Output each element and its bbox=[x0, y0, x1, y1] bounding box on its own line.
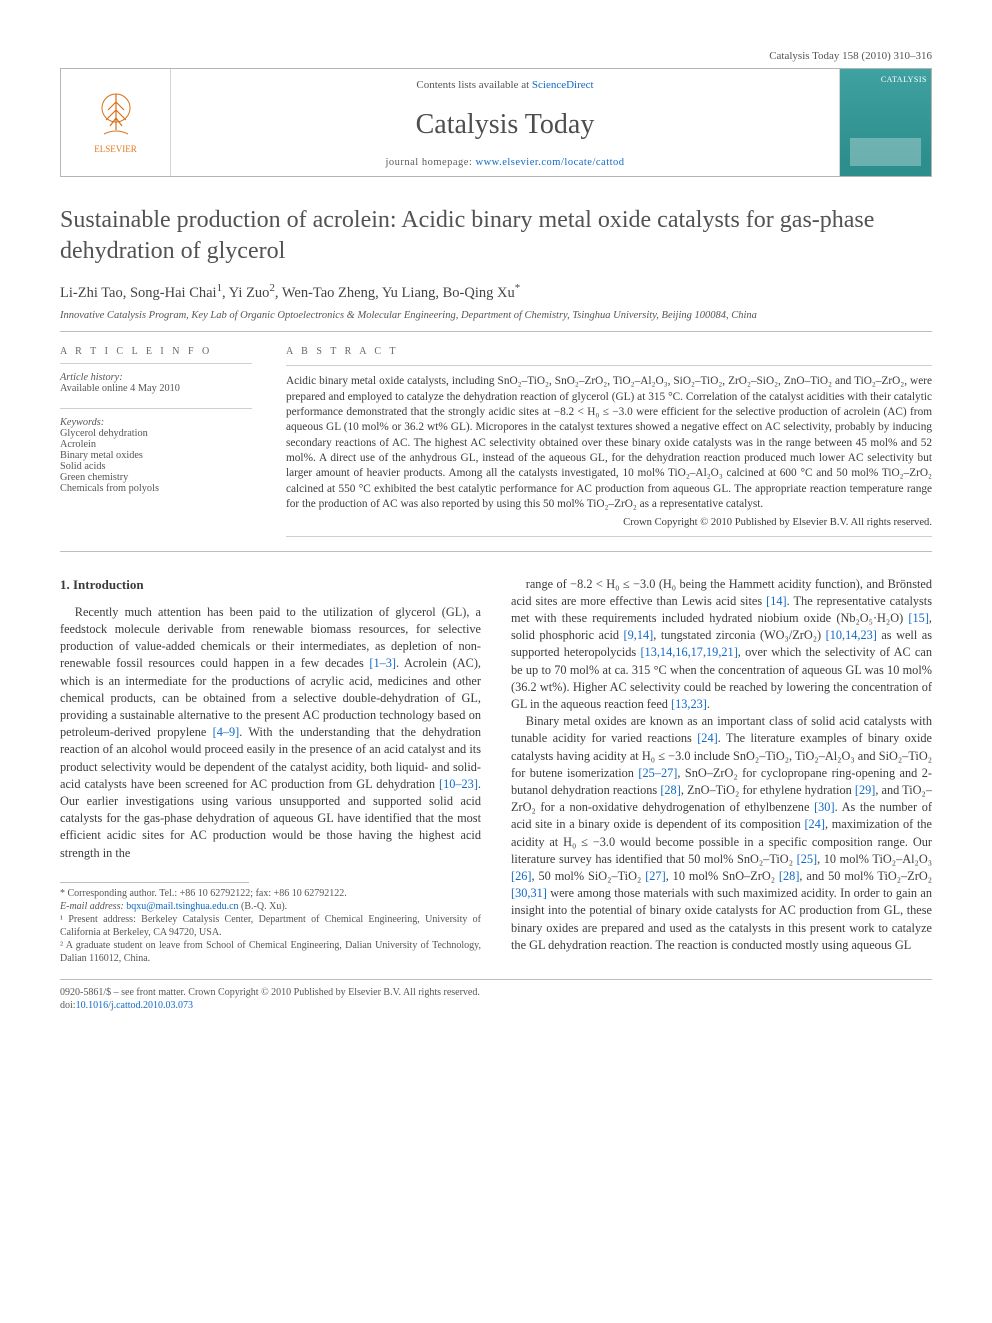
abstract-copyright: Crown Copyright © 2010 Published by Else… bbox=[286, 517, 932, 528]
doi-link[interactable]: 10.1016/j.cattod.2010.03.073 bbox=[76, 1000, 194, 1011]
intro-para-1: Recently much attention has been paid to… bbox=[60, 604, 481, 862]
publisher-name: ELSEVIER bbox=[94, 144, 137, 154]
publisher-logo-cell: ELSEVIER bbox=[61, 69, 171, 176]
contents-line-pre: Contents lists available at bbox=[416, 79, 531, 91]
email-link[interactable]: bqxu@mail.tsinghua.edu.cn bbox=[126, 901, 238, 912]
keyword-item: Acrolein bbox=[60, 439, 252, 450]
footnotes-block: * Corresponding author. Tel.: +86 10 627… bbox=[60, 882, 481, 965]
keyword-item: Chemicals from polyols bbox=[60, 483, 252, 494]
corresponding-author: * Corresponding author. Tel.: +86 10 627… bbox=[60, 887, 481, 900]
citation-ref[interactable]: [10–23] bbox=[439, 777, 478, 791]
keyword-item: Glycerol dehydration bbox=[60, 428, 252, 439]
journal-header: ELSEVIER Contents lists available at Sci… bbox=[60, 68, 932, 177]
journal-title: Catalysis Today bbox=[179, 109, 831, 141]
article-title: Sustainable production of acrolein: Acid… bbox=[60, 205, 932, 266]
article-info-col: A R T I C L E I N F O Article history: A… bbox=[60, 346, 252, 536]
footnote-2: ² A graduate student on leave from Schoo… bbox=[60, 939, 481, 965]
rule-above-body bbox=[60, 551, 932, 552]
abstract-text: Acidic binary metal oxide catalysts, inc… bbox=[286, 374, 932, 512]
homepage-pre: journal homepage: bbox=[385, 157, 475, 168]
keyword-item: Binary metal oxides bbox=[60, 450, 252, 461]
rule-under-affil bbox=[60, 331, 932, 332]
email-line: E-mail address: bqxu@mail.tsinghua.edu.c… bbox=[60, 900, 481, 913]
cover-label: CATALYSIS bbox=[881, 75, 927, 84]
running-head: Catalysis Today 158 (2010) 310–316 bbox=[60, 50, 932, 62]
keyword-item: Green chemistry bbox=[60, 472, 252, 483]
history-line: Available online 4 May 2010 bbox=[60, 383, 252, 394]
keywords-block: Keywords: Glycerol dehydrationAcroleinBi… bbox=[60, 417, 252, 494]
info-abstract-row: A R T I C L E I N F O Article history: A… bbox=[60, 346, 932, 536]
citation-ref[interactable]: [24] bbox=[697, 731, 718, 745]
keywords-list: Glycerol dehydrationAcroleinBinary metal… bbox=[60, 428, 252, 494]
contents-line: Contents lists available at ScienceDirec… bbox=[179, 79, 831, 91]
citation-ref[interactable]: [9,14] bbox=[624, 628, 654, 642]
page-footer: 0920-5861/$ – see front matter. Crown Co… bbox=[60, 979, 932, 1013]
citation-ref[interactable]: [14] bbox=[766, 594, 787, 608]
citation-ref[interactable]: [13,14,16,17,19,21] bbox=[640, 645, 737, 659]
sciencedirect-link[interactable]: ScienceDirect bbox=[532, 79, 594, 91]
cover-art-block bbox=[850, 138, 921, 166]
history-label: Article history: bbox=[60, 372, 252, 383]
citation-ref[interactable]: [29] bbox=[855, 783, 876, 797]
citation-ref[interactable]: [30,31] bbox=[511, 886, 547, 900]
elsevier-logo: ELSEVIER bbox=[94, 90, 138, 155]
citation-ref[interactable]: [28] bbox=[779, 869, 800, 883]
footnote-1: ¹ Present address: Berkeley Catalysis Ce… bbox=[60, 913, 481, 939]
intro-para-2: range of −8.2 < H₀ ≤ −3.0 (H₀ being the … bbox=[511, 576, 932, 714]
email-tail: (B.-Q. Xu). bbox=[239, 901, 288, 912]
elsevier-tree-icon bbox=[94, 90, 138, 145]
citation-ref[interactable]: [25] bbox=[797, 852, 818, 866]
doi-label: doi: bbox=[60, 1000, 76, 1011]
abstract-heading: A B S T R A C T bbox=[286, 346, 932, 357]
doi-line: doi:10.1016/j.cattod.2010.03.073 bbox=[60, 999, 932, 1013]
citation-ref[interactable]: [4–9] bbox=[213, 725, 240, 739]
citation-ref[interactable]: [15] bbox=[908, 611, 929, 625]
citation-ref[interactable]: [25–27] bbox=[638, 766, 677, 780]
page-root: Catalysis Today 158 (2010) 310–316 ELSEV… bbox=[0, 0, 992, 1053]
citation-ref[interactable]: [24] bbox=[804, 817, 825, 831]
body-two-columns: 1. Introduction Recently much attention … bbox=[60, 576, 932, 965]
front-matter-line: 0920-5861/$ – see front matter. Crown Co… bbox=[60, 986, 932, 1000]
citation-ref[interactable]: [1–3] bbox=[369, 656, 396, 670]
keywords-label: Keywords: bbox=[60, 417, 252, 428]
journal-cover-thumb: CATALYSIS bbox=[839, 69, 931, 176]
citation-ref[interactable]: [26] bbox=[511, 869, 532, 883]
homepage-link[interactable]: www.elsevier.com/locate/cattod bbox=[476, 157, 625, 168]
email-label: E-mail address: bbox=[60, 901, 126, 912]
keyword-item: Solid acids bbox=[60, 461, 252, 472]
citation-ref[interactable]: [28] bbox=[660, 783, 681, 797]
citation-ref[interactable]: [30] bbox=[814, 800, 835, 814]
intro-para-3: Binary metal oxides are known as an impo… bbox=[511, 713, 932, 954]
citation-ref[interactable]: [13,23] bbox=[671, 697, 707, 711]
header-center: Contents lists available at ScienceDirec… bbox=[171, 69, 839, 176]
authors-line: Li-Zhi Tao, Song-Hai Chai1, Yi Zuo2, Wen… bbox=[60, 282, 932, 302]
article-info-heading: A R T I C L E I N F O bbox=[60, 346, 252, 357]
abstract-col: A B S T R A C T Acidic binary metal oxid… bbox=[286, 346, 932, 536]
section-1-heading: 1. Introduction bbox=[60, 576, 481, 594]
article-history: Article history: Available online 4 May … bbox=[60, 372, 252, 394]
citation-ref[interactable]: [10,14,23] bbox=[826, 628, 877, 642]
homepage-line: journal homepage: www.elsevier.com/locat… bbox=[179, 157, 831, 168]
citation-ref[interactable]: [27] bbox=[645, 869, 666, 883]
affiliation: Innovative Catalysis Program, Key Lab of… bbox=[60, 310, 932, 321]
